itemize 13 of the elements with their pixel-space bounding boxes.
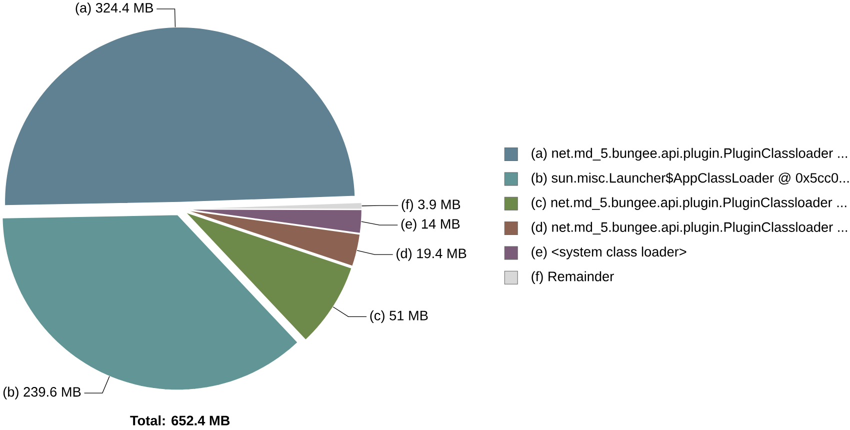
legend-label: (c) net.md_5.bungee.api.plugin.PluginClassloader ... xyxy=(532,197,846,210)
legend-label: (f) Remainder xyxy=(532,271,614,284)
data-label: (a) 324.4 MB xyxy=(76,2,153,16)
legend-label: (d) net.md_5.bungee.api.plugin.PluginClassloader ... xyxy=(532,222,848,235)
data-label: (c) 51 MB xyxy=(370,310,428,324)
text: Total: 652.4 MB xyxy=(130,415,230,426)
legend-label: (b) sun.misc.Launcher$AppClassLoader @ 0x5cc0... xyxy=(532,172,849,186)
data-label: (f) 3.9 MB xyxy=(402,199,460,212)
data-label: (d) 19.4 MB xyxy=(396,248,466,261)
data-label: (e) 14 MB xyxy=(401,218,460,232)
data-label: (b) 239.6 MB xyxy=(3,386,81,400)
legend-label: (e) <system class loader> xyxy=(532,246,686,260)
legend-label: (a) net.md_5.bungee.api.plugin.PluginClassloader ... xyxy=(532,148,848,161)
